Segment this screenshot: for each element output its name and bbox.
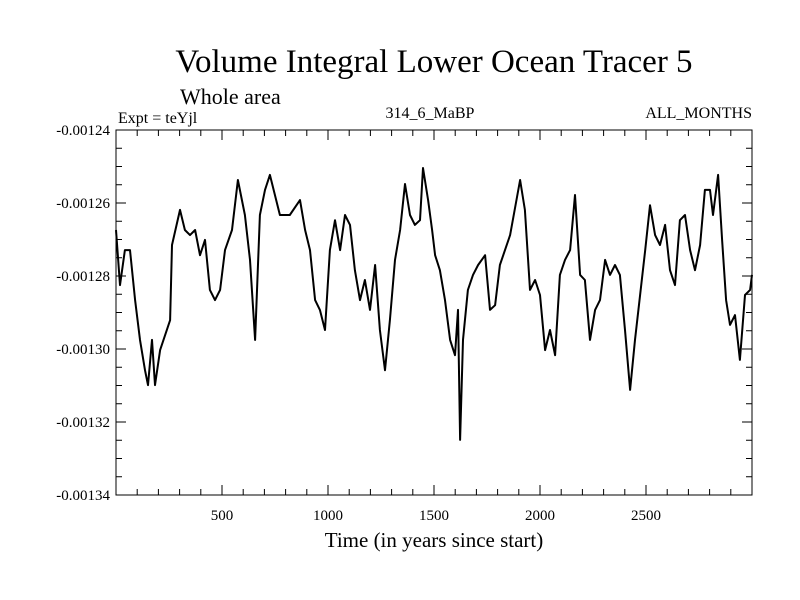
y-tick-label: -0.00132 (56, 415, 110, 431)
plot-frame (115, 129, 753, 496)
x-tick-label: 2500 (631, 508, 661, 524)
tick-labels: 500 1000 1500 2000 2500 -0.00124 -0.00126 -0.00… (56, 123, 661, 524)
y-tick-label: -0.00124 (56, 123, 110, 139)
x-tick-label: 1000 (313, 508, 343, 524)
y-tick-label: -0.00126 (56, 196, 110, 212)
x-tick-label: 1500 (419, 508, 449, 524)
y-tick-label: -0.00134 (56, 488, 110, 504)
y-tick-label: -0.00130 (56, 342, 110, 358)
x-tick-label: 500 (211, 508, 234, 524)
x-axis-label: Time (in years since start) (325, 528, 544, 552)
y-tick-label: -0.00128 (56, 269, 110, 285)
chart-subtitle: Whole area (180, 84, 281, 109)
experiment-label: Expt = teYjl (118, 110, 198, 127)
chart-title: Volume Integral Lower Ocean Tracer 5 (175, 44, 692, 80)
axis-ticks (116, 130, 752, 495)
run-label: 314_6_MaBP (386, 105, 475, 122)
series-line (115, 167, 753, 441)
x-tick-label: 2000 (525, 508, 555, 524)
months-label: ALL_MONTHS (645, 105, 752, 122)
